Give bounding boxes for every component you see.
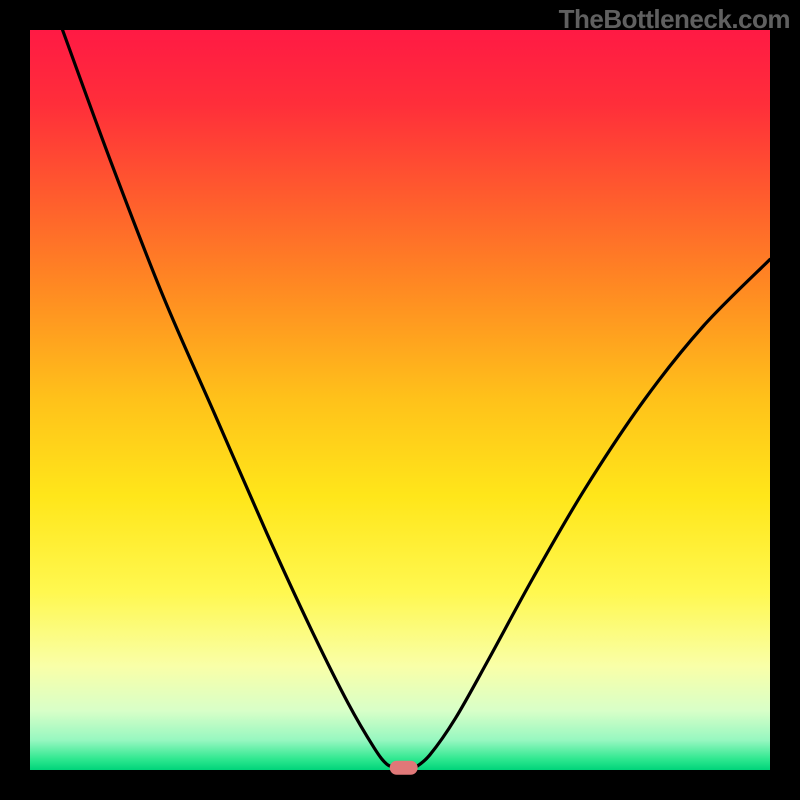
plot-background [30,30,770,770]
bottleneck-chart [0,0,800,800]
watermark-text: TheBottleneck.com [559,4,790,35]
bottleneck-marker [390,761,418,775]
